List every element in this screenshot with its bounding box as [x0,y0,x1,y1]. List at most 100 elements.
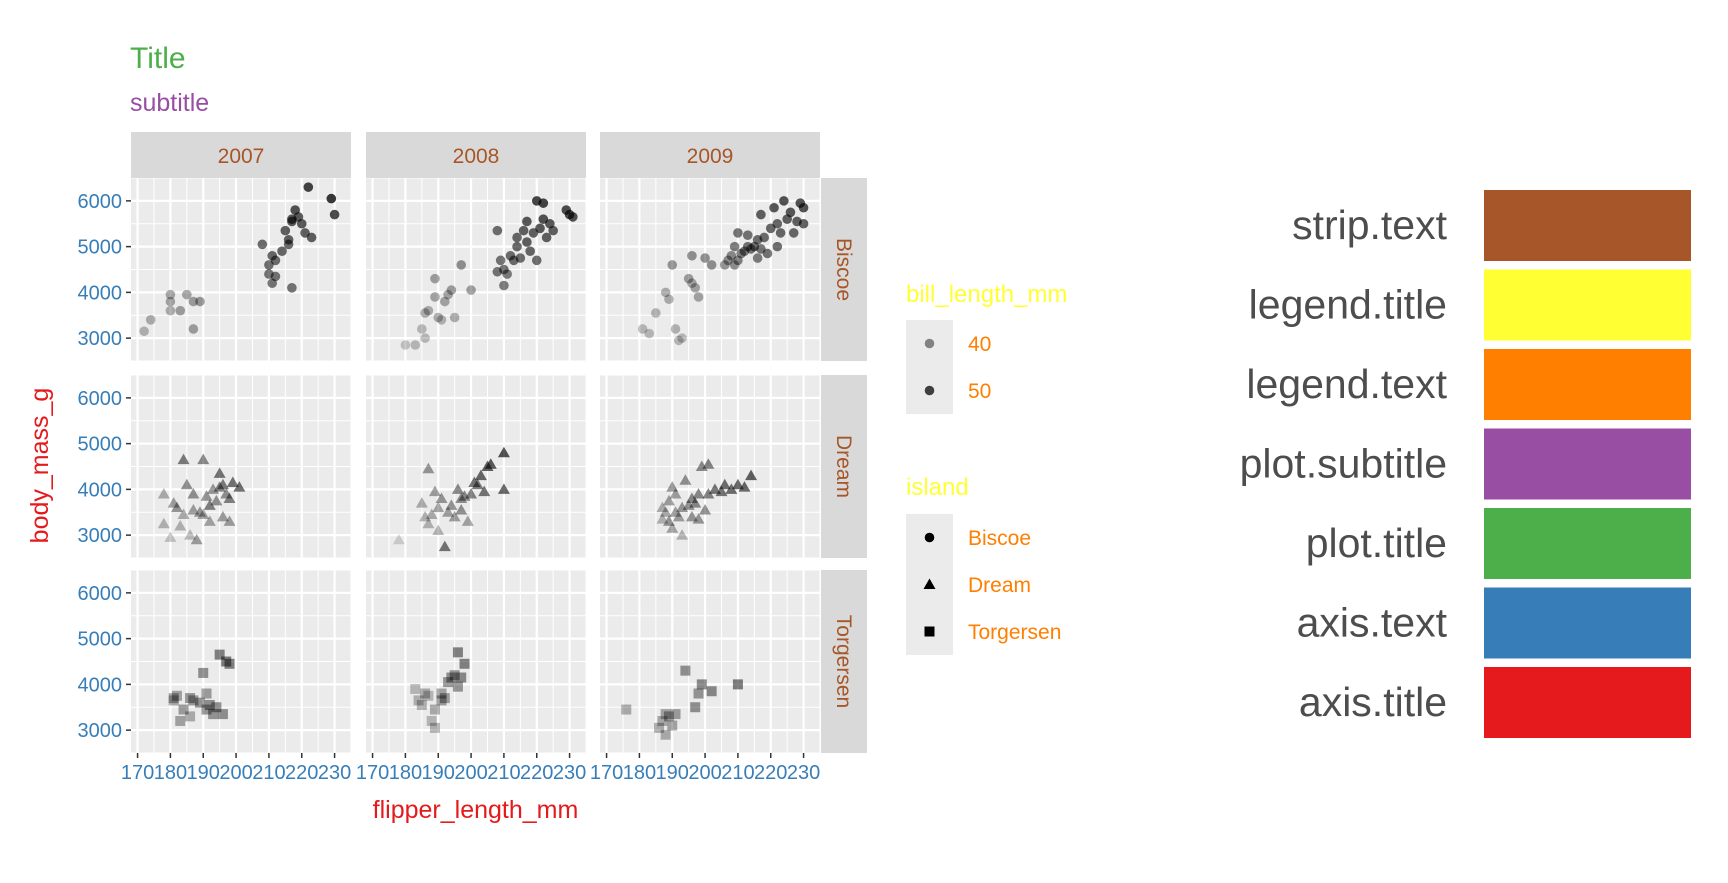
data-point [449,312,460,323]
data-point [690,702,701,713]
strip-right-background [821,178,867,361]
data-point [296,218,307,229]
data-point [512,241,522,252]
color-key-label: strip.text [1292,202,1448,248]
strip-label-2009: 2009 [687,145,734,168]
facet-panel [366,569,587,754]
data-point [497,483,510,494]
data-point [798,218,809,229]
data-point [706,260,717,270]
data-point [695,460,708,471]
data-point [733,255,743,266]
data-point [455,503,468,515]
data-point [706,686,717,697]
data-point [541,232,552,243]
data-point [656,513,669,524]
data-point [459,658,470,669]
data-point [430,292,440,302]
color-swatch [1484,508,1691,579]
legend-label-torgersen: Torgersen [968,621,1061,644]
data-point [664,294,674,305]
data-point [210,494,223,506]
x-tick-label: 180 [389,762,422,784]
data-point [670,324,681,334]
data-point [772,241,783,252]
data-point [525,246,535,256]
data-point [538,198,549,208]
data-point [785,207,796,218]
data-point [433,312,444,323]
data-point [419,510,432,522]
data-point [676,529,689,540]
data-point [198,667,209,678]
x-tick-label: 190 [422,762,455,784]
data-point [287,283,297,293]
strip-right-background [821,375,867,558]
strip-right-background [821,570,867,753]
strip-label-biscoe: Biscoe [832,238,855,301]
color-key-label: plot.title [1306,520,1447,566]
data-point [177,453,190,465]
data-point [637,324,648,334]
data-point [257,239,268,250]
data-point [448,510,461,522]
data-point [432,524,445,536]
data-point [518,225,529,236]
data-point [145,315,156,325]
data-point [689,497,702,508]
data-point [715,485,728,497]
legend-label-dream: Dream [968,574,1031,597]
data-point [420,333,430,343]
data-point [164,531,177,542]
data-point [499,280,509,291]
data-point [451,483,464,494]
data-point [687,278,697,289]
data-point [798,202,809,213]
color-swatch [1484,428,1691,500]
data-point [436,695,447,706]
data-point [168,693,179,704]
color-swatch [1484,587,1691,659]
data-point [188,296,199,307]
data-point [660,287,671,298]
data-point [221,656,232,667]
panel-points [157,453,246,545]
x-tick-label: 190 [656,762,689,784]
color-swatch [1484,667,1691,738]
data-point [185,693,196,704]
data-point [471,478,484,490]
y-tick-label: 5000 [78,237,123,259]
color-key-label: legend.text [1246,361,1447,407]
data-point [270,271,281,282]
data-point [204,699,215,710]
color-swatch [1484,269,1691,341]
data-point [682,499,695,510]
data-point [683,273,694,284]
data-point [788,228,799,238]
data-point [187,487,200,499]
color-swatch [1484,190,1691,261]
data-point [201,704,212,715]
data-point [466,285,476,295]
data-point [662,494,675,506]
data-point [216,478,229,490]
color-swatch [1484,349,1691,420]
data-point [685,510,698,522]
data-point [420,688,431,699]
panel-points [656,458,758,540]
data-point [280,225,291,236]
data-point [213,481,226,492]
data-point [430,273,440,284]
legend-title-island: island [906,474,969,501]
strip-label-2007: 2007 [218,145,265,168]
panel-points [410,647,470,733]
data-point [756,209,766,220]
data-point [677,333,687,343]
x-tick-label: 230 [787,762,820,784]
data-point [535,223,545,234]
strip-label-torgersen: Torgersen [832,615,855,708]
data-point [499,264,509,275]
data-point [738,481,751,492]
data-point [392,533,405,545]
data-point [492,225,503,236]
